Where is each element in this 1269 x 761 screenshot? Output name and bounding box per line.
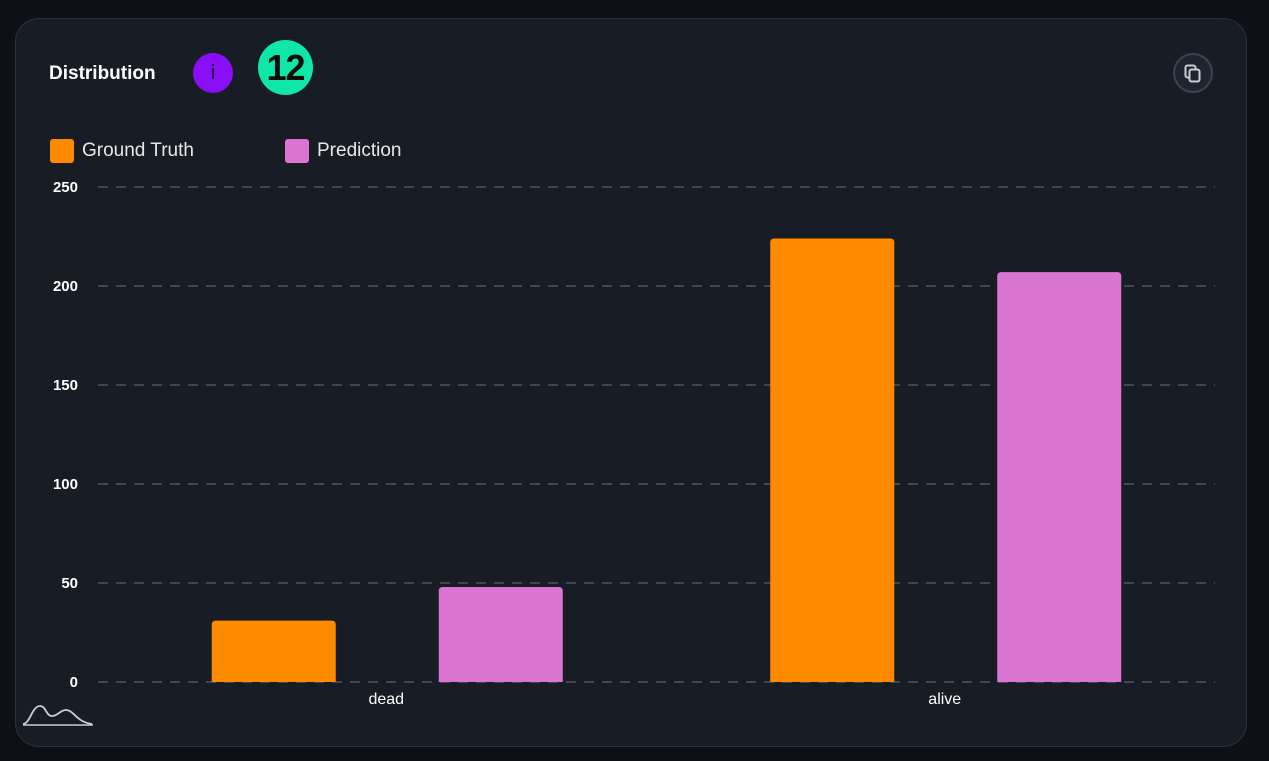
- legend-item-prediction[interactable]: Prediction: [285, 139, 402, 163]
- x-tick-label: dead: [368, 691, 404, 708]
- bar-ground-truth-dead: [211, 620, 336, 682]
- copy-icon: [1184, 64, 1201, 83]
- y-tick-label: 200: [53, 278, 78, 295]
- y-tick-label: 250: [53, 179, 78, 196]
- legend-swatch-prediction: [285, 139, 309, 163]
- legend-label-prediction: Prediction: [317, 140, 402, 161]
- legend-swatch-ground-truth: [50, 139, 74, 163]
- bar-ground-truth-alive: [770, 238, 895, 683]
- distribution-curve-logo: [22, 705, 93, 726]
- card-title: Distribution: [49, 63, 156, 84]
- copy-button[interactable]: [1173, 53, 1213, 93]
- legend-item-ground-truth[interactable]: Ground Truth: [50, 139, 194, 163]
- bar-prediction-alive: [997, 272, 1122, 682]
- y-tick-label: 0: [70, 674, 78, 691]
- y-tick-label: 150: [53, 377, 78, 394]
- count-badge: 12: [258, 40, 313, 95]
- bar-prediction-dead: [438, 586, 563, 682]
- info-icon[interactable]: i: [193, 53, 233, 93]
- y-tick-label: 100: [53, 476, 78, 493]
- y-tick-label: 50: [61, 575, 78, 592]
- legend-label-ground-truth: Ground Truth: [82, 140, 194, 161]
- x-tick-label: alive: [928, 691, 961, 708]
